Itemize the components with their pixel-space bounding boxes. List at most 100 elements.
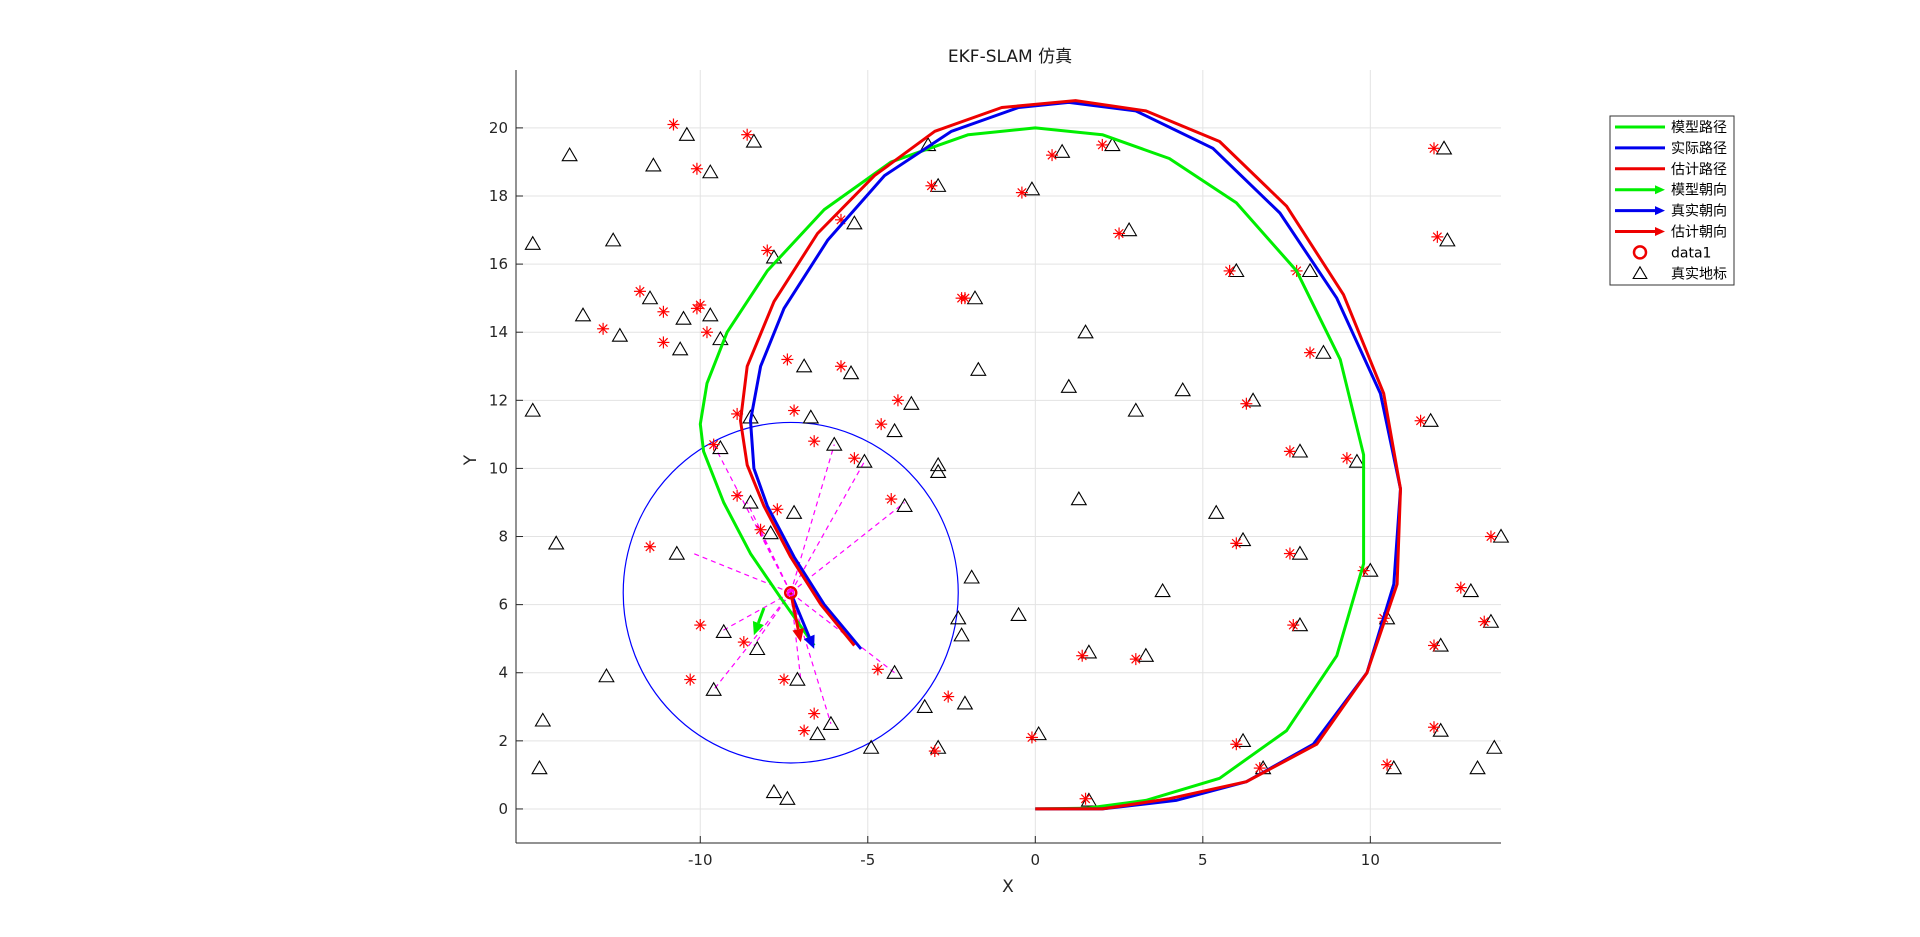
true-landmark xyxy=(524,235,542,250)
true-landmark xyxy=(534,712,552,727)
estimated-landmark xyxy=(885,493,898,506)
robot-inner-circle xyxy=(786,588,795,597)
estimated-landmark xyxy=(928,745,941,758)
y-tick-label: 4 xyxy=(498,664,508,682)
estimated-landmark xyxy=(808,435,821,448)
estimated-landmark xyxy=(808,707,821,720)
y-tick-label: 12 xyxy=(489,391,508,409)
true-landmark xyxy=(604,232,622,247)
x-axis-label: X xyxy=(1002,877,1014,897)
estimated-landmark xyxy=(1230,537,1243,550)
estimated-landmark xyxy=(1427,639,1440,652)
observation-line xyxy=(713,592,792,691)
y-tick-label: 16 xyxy=(489,255,508,273)
estimated-landmark xyxy=(1096,138,1109,151)
estimated-landmark xyxy=(1340,452,1353,465)
legend-item: 估计朝向 xyxy=(1615,225,1727,241)
true-landmark xyxy=(675,310,692,325)
model-path xyxy=(698,126,1366,811)
true-landmark xyxy=(929,463,947,478)
observation-line xyxy=(760,532,792,593)
y-tick-label: 2 xyxy=(498,732,508,750)
plot-background xyxy=(516,70,1501,843)
y-tick-label: 8 xyxy=(498,528,508,546)
estimated-landmark xyxy=(1129,653,1142,666)
true-landmark xyxy=(862,739,880,754)
legend-circle-swatch xyxy=(1632,245,1648,260)
estimated-landmark xyxy=(1113,227,1126,240)
estimated-landmark xyxy=(1287,619,1300,632)
true-landmark xyxy=(547,535,565,550)
legend-arrow-swatch xyxy=(1615,206,1665,216)
true-landmark xyxy=(1060,378,1078,393)
estimated-landmark xyxy=(1253,762,1266,775)
true-landmark xyxy=(903,395,920,410)
true-landmark xyxy=(1244,392,1262,407)
estimated-landmark xyxy=(798,724,811,737)
estimated-landmark xyxy=(1484,530,1497,543)
true-landmark xyxy=(574,307,592,322)
legend-item: 实际路径 xyxy=(1615,141,1727,157)
actual-path xyxy=(749,100,1402,811)
true-landmark xyxy=(531,759,548,775)
y-tick-label: 6 xyxy=(498,596,508,614)
estimated-landmark xyxy=(1240,397,1253,410)
estimated-landmark xyxy=(741,128,754,141)
y-tick-label: 20 xyxy=(489,119,508,137)
true-landmark xyxy=(846,215,863,230)
x-tick-labels: -10 -5 0 5 10 xyxy=(688,836,1380,869)
true-landmark xyxy=(1234,732,1252,747)
true-landmark xyxy=(1080,644,1098,659)
true-landmark xyxy=(896,497,913,513)
axes-frame xyxy=(515,70,1501,844)
legend-label: 真实朝向 xyxy=(1671,204,1727,220)
observation-line xyxy=(790,592,802,680)
estimated-landmark xyxy=(644,540,657,553)
y-tick-label: 18 xyxy=(489,187,508,205)
observation-line xyxy=(790,444,835,593)
estimated-landmark xyxy=(771,503,784,516)
legend-arrow-swatch xyxy=(1615,227,1665,236)
true-landmark xyxy=(1422,412,1439,427)
plot-area: -10 -5 0 5 10 0 2 4 6 8 10 12 14 16 18 20 xyxy=(489,70,1510,869)
estimated-landmark xyxy=(731,489,744,502)
true-landmark xyxy=(1435,140,1453,155)
legend-label: 实际路径 xyxy=(1671,141,1727,157)
observation-line xyxy=(790,502,906,594)
true-landmark xyxy=(789,671,806,686)
true-landmark xyxy=(822,715,840,730)
sensor-range xyxy=(622,421,959,764)
x-tick-label: 0 xyxy=(1031,851,1041,869)
legend-triangle-swatch xyxy=(1632,265,1648,280)
true-landmark xyxy=(1362,562,1379,577)
true-landmark xyxy=(970,361,987,376)
true-landmark xyxy=(1023,181,1041,196)
true-landmark xyxy=(611,327,629,342)
y-axis-label: Y xyxy=(461,454,481,466)
estimated-landmark xyxy=(1230,738,1243,751)
estimated-landmark xyxy=(871,663,884,676)
true-landmark xyxy=(929,177,947,192)
estimated-landmark xyxy=(694,298,707,311)
true-landmark xyxy=(956,695,974,710)
model-heading-arrow xyxy=(752,607,766,636)
estimated-landmark xyxy=(1076,649,1089,662)
robot-circle xyxy=(783,585,798,600)
estimated-landmark xyxy=(788,404,801,417)
true-landmark xyxy=(1348,453,1366,468)
true-landmark xyxy=(1104,136,1121,152)
true-landmark xyxy=(1439,232,1456,247)
true-landmark xyxy=(765,783,783,799)
estimated-landmark xyxy=(667,118,680,131)
true-landmark xyxy=(742,494,759,509)
true-landmark xyxy=(825,436,843,451)
estimated-landmark xyxy=(875,418,888,431)
true-landmark xyxy=(598,668,615,683)
true-landmark xyxy=(963,569,980,584)
true-landmark xyxy=(1053,143,1071,158)
estimated-landmark xyxy=(1283,547,1296,560)
estimated-landmark xyxy=(690,162,703,175)
estimated-landmark xyxy=(700,326,713,339)
estimated-landmark xyxy=(1427,142,1440,155)
